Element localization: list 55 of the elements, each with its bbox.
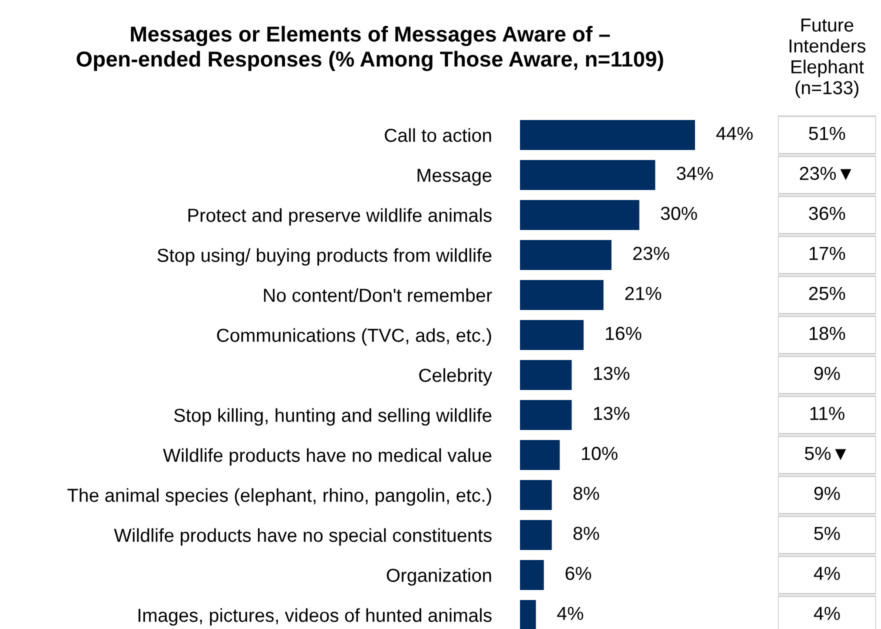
bar <box>520 560 544 590</box>
bar <box>520 320 584 350</box>
y-tick-label: Protect and preserve wildlife animals <box>188 208 492 226</box>
bar <box>520 360 572 390</box>
data-label: 30% <box>660 206 698 220</box>
data-label: 4% <box>557 606 584 620</box>
data-label: 5% <box>814 526 840 540</box>
y-tick-label: Stop killing, hunting and selling wildlife <box>174 408 492 426</box>
data-label: 9% <box>814 366 840 380</box>
bar <box>520 280 604 310</box>
data-label: 23% <box>633 246 670 260</box>
data-label: 10% <box>582 446 618 460</box>
bar <box>520 480 552 510</box>
data-label: 25% <box>809 286 846 300</box>
y-tick-label: Communications (TVC, ads, etc.) <box>217 328 492 346</box>
data-label: 23%▼ <box>800 166 852 180</box>
bar <box>520 440 560 470</box>
data-label: 4% <box>814 606 840 620</box>
data-label: 4% <box>814 566 840 580</box>
y-tick-label: Celebrity <box>419 368 492 386</box>
data-label: 51% <box>808 126 846 140</box>
bar <box>520 160 656 190</box>
y-tick-label: Organization <box>386 568 492 586</box>
data-label: 34% <box>676 166 713 180</box>
bar <box>520 120 695 150</box>
data-label: 8% <box>573 486 600 500</box>
text: Future Intenders Elephant (n=133) <box>790 18 866 98</box>
bar <box>520 600 536 629</box>
data-label: 17% <box>810 246 846 260</box>
y-tick-label: No content/Don't remember <box>264 288 492 302</box>
data-label: 13% <box>594 406 630 420</box>
data-label: 9% <box>814 486 840 500</box>
chart-title: Messages or Elements of Messages Aware of – <box>130 26 610 46</box>
y-tick-label: Wildlife products have no special constituents <box>114 528 492 546</box>
y-tick-label: Call to action <box>384 128 492 142</box>
y-tick-label: The animal species (elephant, rhino, pangolin, etc.) <box>67 488 492 506</box>
bar <box>520 400 572 430</box>
bar <box>520 520 552 550</box>
data-label: 18% <box>810 326 846 340</box>
y-tick-label: Message <box>418 168 492 186</box>
bar <box>520 200 640 230</box>
data-label: 6% <box>566 566 592 580</box>
data-label: 44% <box>716 126 753 140</box>
y-tick-label: Images, pictures, videos of hunted animals <box>138 608 492 626</box>
data-label: 11% <box>810 406 844 420</box>
y-tick-label: Wildlife products have no medical value <box>162 448 492 466</box>
bar <box>520 240 612 270</box>
data-label: 36% <box>808 206 846 220</box>
data-label: 16% <box>606 326 642 340</box>
y-tick-label: Stop using/ buying products from wildlife <box>158 248 492 266</box>
data-label: 21% <box>625 286 662 300</box>
data-label: 5%▼ <box>804 446 846 460</box>
data-label: 8% <box>573 526 600 540</box>
chart-subtitle: Open-ended Responses (% Among Those Aware, n=1109) <box>76 50 664 72</box>
data-label: 13% <box>594 366 630 380</box>
